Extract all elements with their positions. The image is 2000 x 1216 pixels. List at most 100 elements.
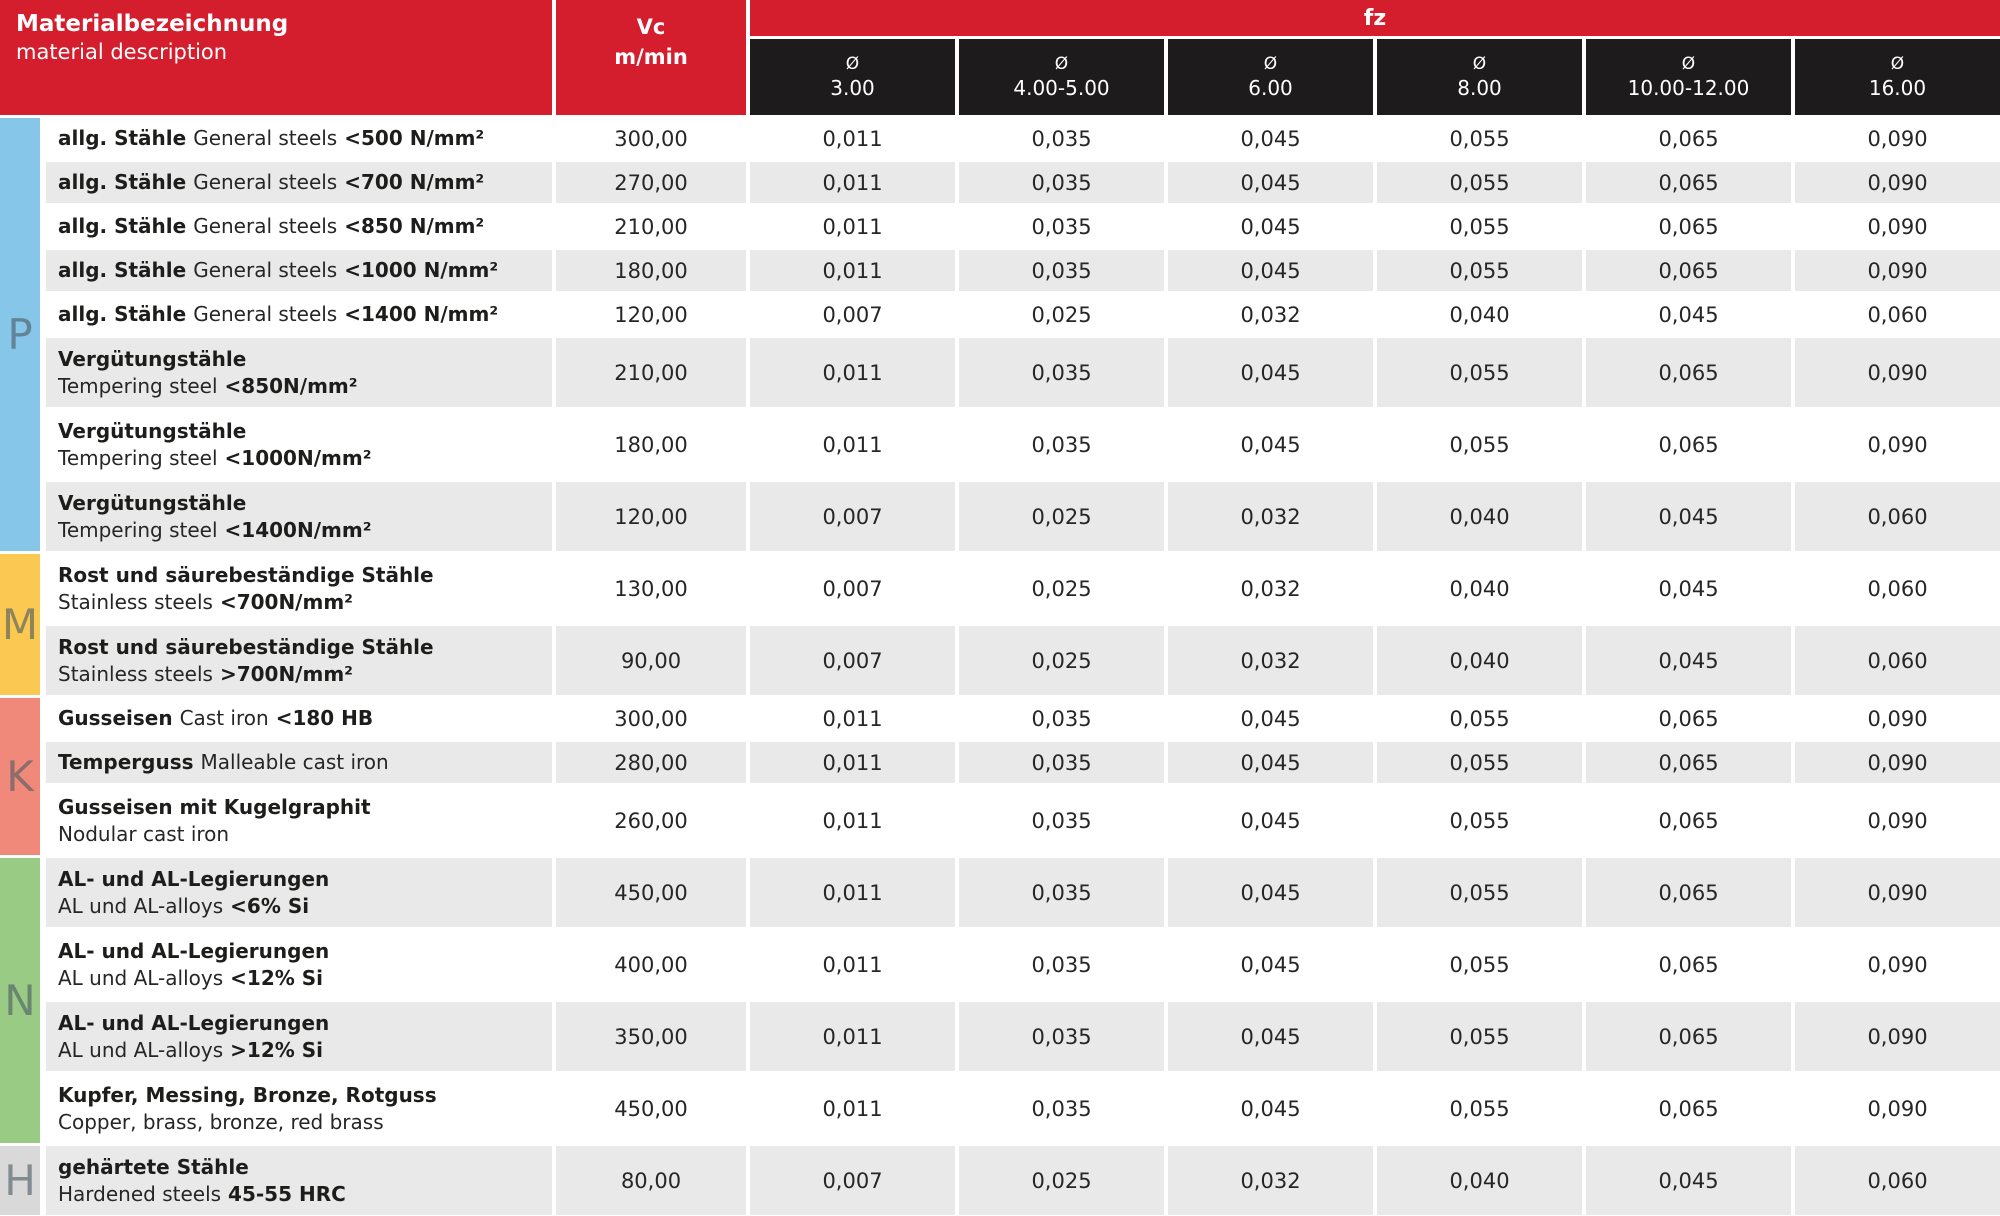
fz-cell: 0,045 <box>1168 1074 1373 1143</box>
material-cell: Vergütungstähle Tempering steel <850N/mm² <box>46 338 552 407</box>
material-cell: AL- und AL-Legierungen AL und AL-alloys >1… <box>46 1002 552 1071</box>
fz-cell: 0,045 <box>1168 250 1373 291</box>
material-text: Vergütungstähle Tempering steel <1000N/mm² <box>58 418 371 472</box>
material-spec: <500 N/mm² <box>344 126 485 150</box>
vc-cell: 120,00 <box>556 482 746 551</box>
material-name-en: Tempering steel <box>58 373 218 398</box>
fz-cell: 0,045 <box>1168 742 1373 783</box>
fz-cell: 0,032 <box>1168 554 1373 623</box>
table-body: P allg. Stähle General steels <500 N/mm² 3… <box>0 118 2000 1215</box>
fz-cell: 0,011 <box>750 410 955 479</box>
material-cell: allg. Stähle General steels <500 N/mm² <box>46 118 552 159</box>
iso-group-letter: K <box>6 751 34 801</box>
fz-cell: 0,035 <box>959 1074 1164 1143</box>
diameter-value: 16.00 <box>1868 76 1927 101</box>
fz-cell: 0,055 <box>1377 338 1582 407</box>
material-name-de: Rost und säurebeständige Stähle <box>58 562 434 587</box>
material-text: Temperguss Malleable cast iron <box>58 749 396 776</box>
material-cell: Vergütungstähle Tempering steel <1000N/mm² <box>46 410 552 479</box>
material-spec: 45-55 HRC <box>228 1181 346 1206</box>
fz-cell: 0,040 <box>1377 294 1582 335</box>
fz-cell: 0,060 <box>1795 1146 2000 1215</box>
vc-header-unit: m/min <box>614 45 688 70</box>
fz-cell: 0,045 <box>1586 1146 1791 1215</box>
material-row: allg. Stähle General steels <1400 N/mm² 12… <box>46 294 2000 335</box>
material-cell: allg. Stähle General steels <1400 N/mm² <box>46 294 552 335</box>
fz-header-label: fz <box>1363 5 1387 31</box>
vc-cell: 450,00 <box>556 858 746 927</box>
material-name-de: Temperguss <box>58 750 194 774</box>
material-row: Vergütungstähle Tempering steel <850N/mm² … <box>46 338 2000 407</box>
material-row: Temperguss Malleable cast iron 280,00 0,0… <box>46 742 2000 783</box>
vc-cell: 400,00 <box>556 930 746 999</box>
fz-cell: 0,032 <box>1168 626 1373 695</box>
vc-cell: 300,00 <box>556 698 746 739</box>
fz-cell: 0,065 <box>1586 206 1791 247</box>
diameter-header: Ø 16.00 <box>1795 39 2000 115</box>
fz-cell: 0,090 <box>1795 1074 2000 1143</box>
fz-cell: 0,040 <box>1377 554 1582 623</box>
fz-cell: 0,011 <box>750 698 955 739</box>
material-row: allg. Stähle General steels <700 N/mm² 270… <box>46 162 2000 203</box>
material-name-de: Rost und säurebeständige Stähle <box>58 634 434 659</box>
material-header-title: Materialbezeichnung <box>16 11 289 37</box>
fz-cell: 0,035 <box>959 930 1164 999</box>
material-text: Vergütungstähle Tempering steel <850N/mm² <box>58 346 358 400</box>
material-name-de: allg. Stähle <box>58 170 187 194</box>
fz-cell: 0,045 <box>1586 626 1791 695</box>
vc-cell: 210,00 <box>556 338 746 407</box>
material-name-de: Kupfer, Messing, Bronze, Rotguss <box>58 1082 437 1107</box>
diameter-icon: Ø <box>1263 53 1278 74</box>
fz-cell: 0,055 <box>1377 858 1582 927</box>
fz-cell: 0,040 <box>1377 1146 1582 1215</box>
fz-cell: 0,011 <box>750 250 955 291</box>
material-name-en: Tempering steel <box>58 445 218 470</box>
fz-cell: 0,055 <box>1377 742 1582 783</box>
material-name-de: Vergütungstähle <box>58 418 247 443</box>
diameter-value: 4.00-5.00 <box>1013 76 1110 101</box>
material-spec: <1000 N/mm² <box>344 258 499 282</box>
material-name-en: Tempering steel <box>58 517 218 542</box>
fz-cell: 0,090 <box>1795 930 2000 999</box>
fz-cell: 0,090 <box>1795 858 2000 927</box>
group-rows: allg. Stähle General steels <500 N/mm² 300… <box>46 118 2000 551</box>
fz-cell: 0,007 <box>750 554 955 623</box>
fz-cell: 0,045 <box>1168 930 1373 999</box>
fz-cell: 0,040 <box>1377 626 1582 695</box>
fz-cell: 0,090 <box>1795 162 2000 203</box>
material-name-en: Nodular cast iron <box>58 821 230 846</box>
diameter-icon: Ø <box>1681 53 1696 74</box>
fz-cell: 0,090 <box>1795 786 2000 855</box>
fz-cell: 0,045 <box>1168 786 1373 855</box>
iso-group-letter: N <box>4 975 36 1025</box>
fz-cell: 0,045 <box>1586 294 1791 335</box>
material-name-de: Vergütungstähle <box>58 490 247 515</box>
group-rows: AL- und AL-Legierungen AL und AL-alloys <6… <box>46 858 2000 1143</box>
fz-cell: 0,055 <box>1377 930 1582 999</box>
fz-cell: 0,007 <box>750 482 955 551</box>
diameter-header: Ø 4.00-5.00 <box>959 39 1164 115</box>
fz-cell: 0,032 <box>1168 482 1373 551</box>
fz-cell: 0,045 <box>1168 410 1373 479</box>
diameter-icon: Ø <box>1054 53 1069 74</box>
fz-cell: 0,011 <box>750 858 955 927</box>
material-spec: >12% Si <box>230 1037 323 1062</box>
fz-cell: 0,035 <box>959 206 1164 247</box>
material-header-subtitle: material description <box>16 39 228 64</box>
material-row: AL- und AL-Legierungen AL und AL-alloys <6… <box>46 858 2000 927</box>
fz-cell: 0,065 <box>1586 1074 1791 1143</box>
material-name-en: AL und AL-alloys <box>58 893 224 918</box>
fz-cell: 0,011 <box>750 930 955 999</box>
material-name-de: Gusseisen <box>58 706 173 730</box>
material-row: Kupfer, Messing, Bronze, Rotguss Copper, … <box>46 1074 2000 1143</box>
diameter-value: 8.00 <box>1457 76 1502 101</box>
material-spec: <180 HB <box>275 706 374 730</box>
fz-cell: 0,035 <box>959 338 1164 407</box>
fz-cell: 0,090 <box>1795 698 2000 739</box>
iso-group-band-N: N <box>0 858 40 1143</box>
material-group-H: H gehärtete Stähle Hardened steels 45-55 H… <box>0 1146 2000 1215</box>
iso-group-letter: M <box>1 599 39 649</box>
diameter-value: 6.00 <box>1248 76 1293 101</box>
material-group-K: K Gusseisen Cast iron <180 HB 300,00 0,011… <box>0 698 2000 855</box>
